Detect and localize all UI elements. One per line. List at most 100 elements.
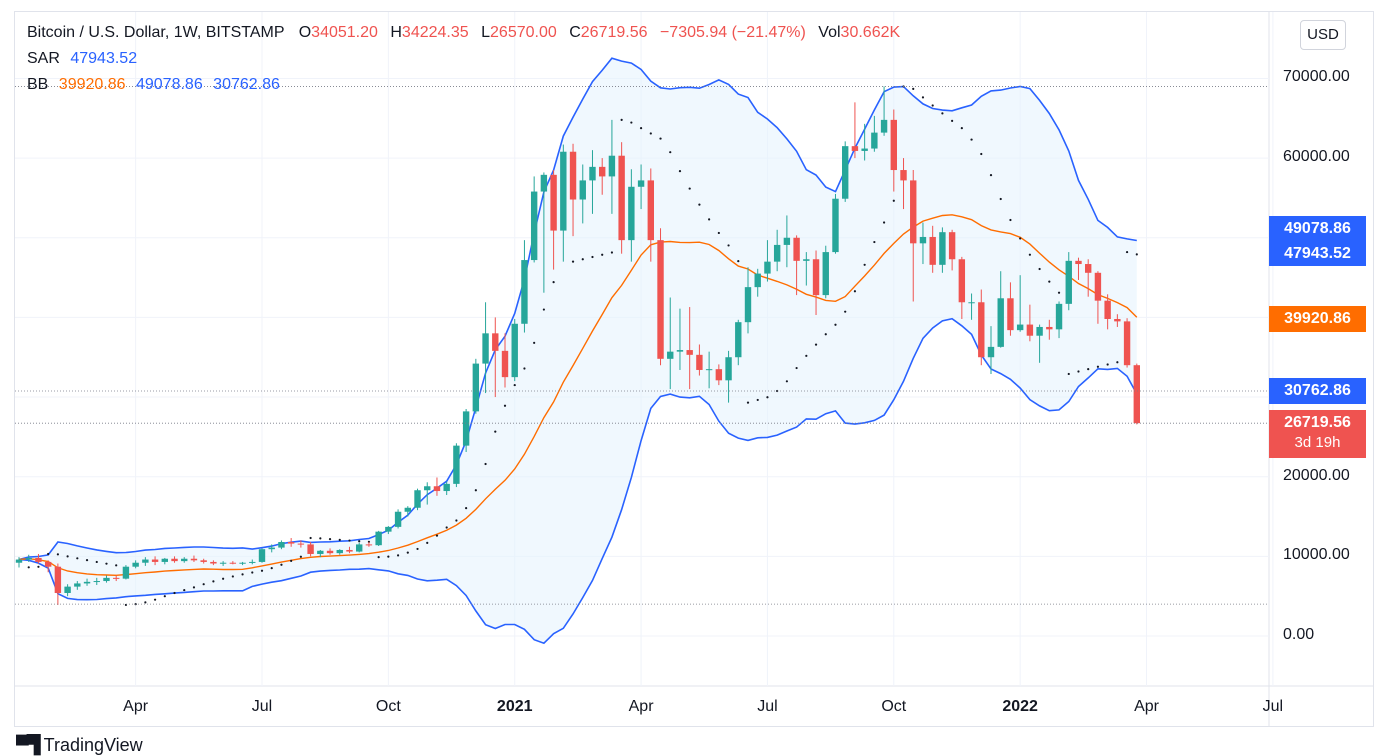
candle-body (414, 490, 421, 508)
candle-body (297, 543, 305, 545)
volume-value: 30.662K (840, 24, 901, 41)
sar-dot (202, 583, 205, 586)
sar-dot (571, 260, 575, 263)
candle-body (1016, 324, 1024, 331)
candle-body (268, 547, 275, 550)
candle-body (647, 180, 654, 241)
sar-dot (222, 577, 225, 580)
candle-body (1036, 326, 1043, 336)
candle-body (793, 237, 800, 261)
candle-body (803, 259, 810, 261)
candle-body (15, 559, 23, 563)
sar-dot (513, 383, 516, 387)
candle-body (948, 232, 956, 260)
bar-countdown: 3d 19h (1294, 434, 1341, 451)
sar-dot (912, 87, 915, 90)
candle-body (132, 562, 139, 567)
candle-body (1026, 324, 1034, 336)
candle-body (200, 560, 207, 562)
sar-dot (834, 323, 837, 326)
candle-body (550, 174, 557, 231)
sar-dot (231, 575, 234, 578)
low-value: 26570.00 (490, 24, 557, 41)
x-tick-label: Apr (628, 698, 654, 715)
sar-dot (358, 540, 361, 543)
candle-body (812, 259, 820, 296)
candle-body (773, 244, 781, 262)
candle-body (618, 155, 625, 241)
candle-body (754, 273, 761, 288)
sar-dot (183, 588, 186, 592)
sar-dot (931, 104, 934, 107)
close-price-label: 26719.56 3d 19h (1269, 410, 1366, 458)
candle-body (365, 544, 373, 546)
open-label: O (298, 24, 312, 41)
currency-button[interactable]: USD (1300, 20, 1346, 50)
sar-dot (445, 526, 448, 529)
candle-body (443, 483, 450, 492)
bb-lower-value: 30762.86 (213, 76, 280, 93)
candle-body (35, 557, 42, 562)
bb-basis-line (18, 214, 1138, 577)
candle-body (987, 346, 995, 358)
candle-body (229, 562, 237, 564)
candle-body (637, 180, 645, 187)
bb-label: BB (27, 76, 49, 93)
candle-body (249, 561, 256, 563)
candle-body (783, 237, 791, 245)
sar-dot (76, 557, 79, 560)
low-label: L (481, 24, 491, 41)
sar-dot (144, 601, 147, 604)
close-value: 26719.56 (580, 24, 648, 41)
candle-body (871, 132, 878, 149)
candle-body (725, 357, 732, 381)
candle-body (686, 350, 693, 355)
candle-body (676, 350, 684, 352)
bb-basis-price-label: 39920.86 (1269, 306, 1366, 332)
candle-body (317, 550, 324, 554)
bb-legend[interactable]: BB 39920.86 49078.86 30762.86 (27, 76, 280, 94)
sar-dot (95, 560, 98, 564)
sar-dot (960, 127, 963, 130)
candle-body (929, 236, 936, 265)
sar-dot (56, 553, 59, 556)
sar-dot (1096, 365, 1100, 368)
sar-dot (989, 174, 993, 177)
sar-dot (630, 121, 633, 124)
sar-dot (241, 573, 244, 576)
candle-body (1133, 365, 1140, 424)
sar-dot (1038, 267, 1041, 271)
candle-body (1055, 303, 1063, 330)
candle-body (589, 166, 596, 181)
sar-dot (1087, 368, 1090, 371)
candle-body (1114, 318, 1121, 322)
sar-dot (999, 197, 1002, 201)
sar-dot (503, 404, 507, 407)
sar-dot (591, 255, 594, 259)
candle-body (530, 191, 538, 261)
ohlc-legend: Bitcoin / U.S. Dollar, 1W, BITSTAMP O340… (27, 24, 900, 42)
x-tick-label: Jul (251, 698, 273, 715)
candle-body (900, 170, 907, 181)
candle-body (861, 148, 868, 151)
y-tick-label: 70000.00 (1283, 68, 1350, 86)
sar-dot (610, 251, 614, 254)
sar-dot (708, 218, 711, 221)
candle-body (74, 583, 81, 587)
sar-legend[interactable]: SAR 47943.52 (27, 50, 137, 68)
candle-body (667, 351, 674, 359)
x-tick-label: 2022 (1002, 698, 1038, 715)
candle-body (44, 561, 52, 567)
candle-body (1065, 260, 1072, 304)
sar-dot (1048, 280, 1051, 283)
sar-dot (795, 366, 798, 370)
candle-body (181, 558, 188, 562)
tradingview-logo[interactable]: ▀▜ TradingView (16, 735, 143, 756)
candle-body (346, 549, 353, 552)
sar-dot (1116, 361, 1119, 364)
candle-body (113, 577, 120, 579)
open-value: 34051.20 (311, 24, 378, 41)
sar-dot (620, 118, 623, 121)
candle-body (1104, 300, 1111, 319)
